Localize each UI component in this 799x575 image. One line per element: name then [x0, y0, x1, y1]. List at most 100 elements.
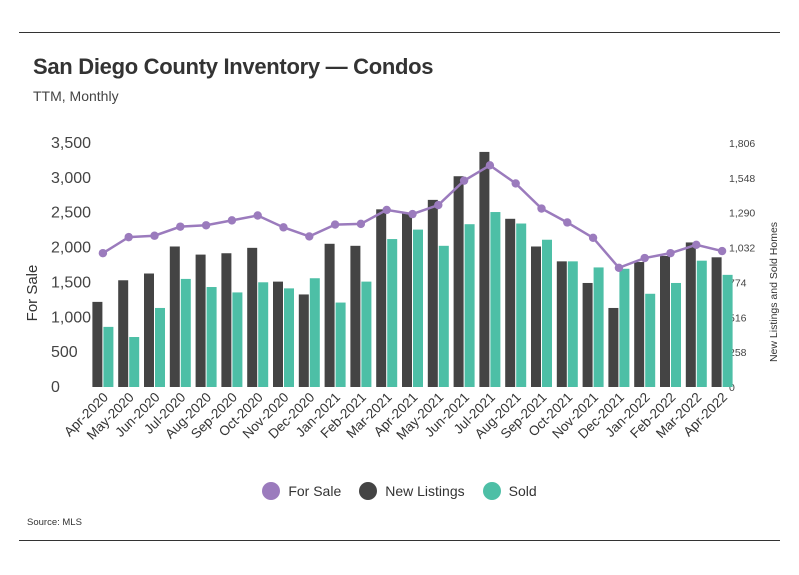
bar-sold	[516, 223, 527, 387]
bar-new-listings	[479, 151, 490, 387]
bar-sold	[567, 261, 578, 387]
bar-sold	[361, 281, 372, 387]
legend-swatch-for-sale	[262, 482, 281, 500]
right-tick-label: 258	[729, 347, 747, 359]
left-tick-label: 2,000	[51, 240, 91, 257]
bar-new-listings	[144, 273, 154, 387]
legend-label-sold: Sold	[508, 483, 537, 499]
for-sale-point	[434, 200, 443, 210]
bar-new-listings	[221, 253, 232, 387]
bar-sold	[103, 326, 114, 387]
bar-sold	[129, 337, 140, 387]
for-sale-point	[253, 211, 262, 220]
bar-sold	[335, 302, 346, 387]
bar-sold	[180, 278, 191, 387]
left-tick-label: 500	[51, 344, 78, 361]
legend-label-for-sale: For Sale	[288, 483, 342, 499]
for-sale-point	[614, 263, 624, 272]
for-sale-point	[356, 219, 366, 229]
bar-sold	[309, 278, 320, 387]
bar-sold	[542, 239, 552, 387]
bar-new-listings	[376, 209, 387, 387]
bar-sold	[464, 224, 475, 387]
legend-swatch-new-listings	[359, 482, 378, 500]
bar-new-listings	[298, 294, 309, 387]
for-sale-point	[124, 232, 133, 242]
bar-new-listings	[531, 246, 541, 387]
for-sale-point	[666, 248, 675, 258]
bar-new-listings	[92, 301, 103, 387]
legend: For Sale New Listings Sold	[0, 482, 799, 500]
bar-sold	[645, 293, 656, 387]
right-tick-label: 1,290	[729, 208, 755, 220]
for-sale-point	[511, 179, 520, 188]
for-sale-point	[150, 231, 159, 240]
for-sale-point	[176, 222, 185, 231]
bar-new-listings	[582, 282, 593, 387]
bar-new-listings	[556, 261, 567, 387]
legend-item-new-listings: New Listings	[359, 482, 465, 500]
legend-item-sold: Sold	[482, 482, 537, 500]
left-tick-label: 1,000	[51, 309, 91, 326]
for-sale-point	[330, 220, 340, 229]
left-axis-label: For Sale	[24, 265, 41, 322]
left-tick-label: 2,500	[51, 205, 91, 222]
chart-title: San Diego County Inventory — Condos	[33, 54, 434, 79]
right-tick-label: 1,806	[729, 138, 755, 150]
for-sale-point	[227, 216, 237, 225]
chart-subtitle: TTM, Monthly	[33, 88, 119, 104]
bar-new-listings	[608, 307, 619, 387]
left-tick-label: 3,500	[51, 135, 91, 152]
for-sale-point	[201, 221, 211, 230]
bar-new-listings	[273, 281, 283, 387]
for-sale-point	[692, 240, 701, 249]
for-sale-point	[485, 161, 495, 170]
bar-new-listings	[453, 176, 464, 387]
right-tick-label: 774	[729, 277, 747, 289]
bar-sold	[232, 292, 243, 387]
bar-sold	[490, 212, 501, 387]
bar-sold	[284, 288, 294, 387]
bar-new-listings	[402, 213, 412, 387]
right-axis-label: New Listings and Sold Homes	[768, 222, 780, 362]
left-tick-label: 0	[51, 379, 60, 396]
bar-sold	[258, 282, 269, 387]
bar-sold	[438, 245, 449, 387]
bar-new-listings	[247, 247, 258, 387]
bar-new-listings	[685, 242, 696, 387]
bar-new-listings	[634, 262, 645, 387]
bar-new-listings	[169, 246, 180, 387]
bar-sold	[387, 239, 398, 387]
bar-new-listings	[505, 218, 516, 387]
for-sale-point	[563, 218, 572, 227]
for-sale-point	[717, 246, 727, 256]
bottom-rule	[19, 540, 780, 541]
bar-sold	[593, 267, 604, 387]
bar-sold	[722, 274, 733, 387]
for-sale-line	[98, 161, 727, 272]
legend-label-new-listings: New Listings	[385, 483, 465, 499]
bar-new-listings	[711, 257, 722, 387]
legend-swatch-sold	[482, 482, 501, 500]
top-rule	[19, 32, 780, 33]
bar-sold	[155, 307, 165, 387]
for-sale-point	[588, 233, 598, 243]
bar-new-listings	[324, 243, 335, 387]
bar-new-listings	[660, 255, 670, 387]
bar-sold	[206, 287, 217, 387]
for-sale-point	[459, 176, 469, 185]
for-sale-point	[408, 209, 417, 219]
bar-sold	[696, 260, 707, 387]
bars	[92, 151, 733, 387]
right-tick-label: 516	[729, 312, 747, 324]
for-sale-point	[640, 253, 649, 263]
left-tick-label: 3,000	[51, 170, 91, 187]
for-sale-point	[305, 232, 314, 241]
for-sale-point	[98, 248, 108, 258]
bar-new-listings	[427, 199, 438, 387]
bar-new-listings	[118, 280, 129, 387]
source-note: Source: MLS	[27, 517, 82, 528]
right-axis-ticks: 0 258 516 774 1,032 1,290 1,548 1,806	[729, 138, 755, 394]
left-axis-ticks: 0 500 1,000 1,500 2,000 2,500 3,000 3,500	[51, 135, 91, 396]
